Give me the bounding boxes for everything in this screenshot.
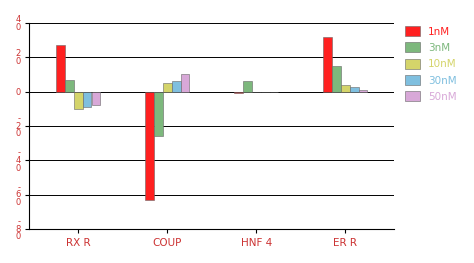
Bar xyxy=(146,92,154,200)
Bar xyxy=(74,92,82,109)
Bar xyxy=(234,92,243,93)
Bar xyxy=(56,45,65,92)
Bar xyxy=(172,81,181,92)
Bar xyxy=(341,85,350,92)
Bar xyxy=(243,81,252,92)
Bar xyxy=(350,87,358,92)
Bar xyxy=(65,80,73,92)
Bar xyxy=(92,92,100,105)
Legend: 1nM, 3nM, 10nM, 30nM, 50nM: 1nM, 3nM, 10nM, 30nM, 50nM xyxy=(403,24,459,104)
Bar xyxy=(332,66,341,92)
Bar xyxy=(83,92,91,107)
Bar xyxy=(359,90,367,92)
Bar xyxy=(154,92,163,136)
Bar xyxy=(181,74,190,92)
Bar xyxy=(323,37,332,92)
Bar xyxy=(163,83,172,92)
